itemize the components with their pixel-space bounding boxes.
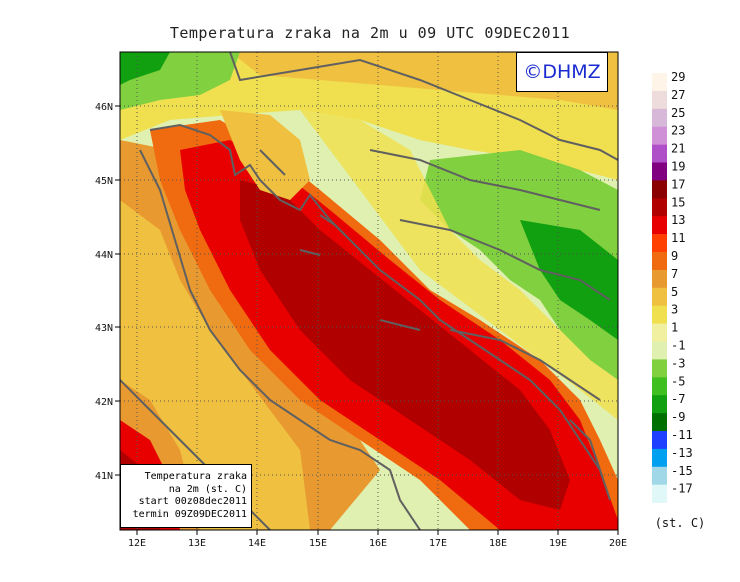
info-line: na 2m (st. C) [168, 483, 247, 495]
colorbar-label: 19 [671, 160, 685, 174]
colorbar-label: 23 [671, 124, 685, 138]
colorbar-swatch [652, 144, 667, 163]
colorbar-label: 3 [671, 303, 678, 317]
map-frame [119, 51, 619, 531]
colorbar-swatch [652, 73, 667, 92]
colorbar-swatch [652, 413, 667, 432]
colorbar-label: 13 [671, 213, 685, 227]
colorbar-swatch [652, 126, 667, 145]
colorbar-label: 27 [671, 88, 685, 102]
lat-tick: 44N [95, 250, 113, 261]
lon-tick: 16E [369, 538, 387, 549]
colorbar-label: 15 [671, 195, 685, 209]
colorbar-label: -13 [671, 446, 693, 460]
colorbar-swatch [652, 180, 667, 199]
colorbar-label: 1 [671, 321, 678, 335]
lat-tick: 41N [95, 471, 113, 482]
info-line: start 00z08dec2011 [138, 496, 247, 507]
colorbar-swatch [652, 466, 667, 485]
lat-tick: 45N [95, 176, 113, 187]
colorbar-swatch [652, 269, 667, 289]
colorbar-swatch [652, 484, 667, 503]
coast-yellow [300, 110, 618, 420]
colorbar-label: -3 [671, 356, 685, 370]
page-title: Temperatura zraka na 2m u 09 UTC 09DEC20… [169, 24, 571, 42]
colorbar-label: -11 [671, 428, 693, 442]
lon-tick: 15E [309, 538, 327, 549]
colorbar-label: -5 [671, 374, 685, 388]
colorbar: 29 27 25 23 21 19 17 15 13 11 9 7 5 3 1 -1 -3 -5 -7 -9 -11 -1… [652, 70, 693, 503]
colorbar-label: -17 [671, 482, 693, 496]
lat-tick: 46N [95, 102, 113, 113]
colorbar-swatch [652, 216, 667, 235]
colorbar-swatch [652, 395, 667, 414]
lon-tick: 17E [429, 538, 447, 549]
copyright-box: ©DHMZ [516, 52, 608, 92]
coastlines [120, 52, 618, 530]
colorbar-swatch [652, 431, 667, 450]
colorbar-swatch [652, 323, 667, 342]
lat-tick: 42N [95, 397, 113, 408]
lon-tick: 20E [609, 538, 627, 549]
colorbar-swatch [652, 108, 667, 127]
copyright-label: ©DHMZ [523, 61, 601, 83]
colorbar-label: 11 [671, 231, 685, 245]
alps-dark-green [120, 52, 170, 85]
colorbar-swatch [652, 198, 667, 217]
map-field [120, 52, 618, 530]
colorbar-swatch [652, 287, 667, 306]
colorbar-swatch [652, 305, 667, 324]
adriatic-darkred [240, 180, 570, 510]
info-line: termin 09Z09DEC2011 [132, 508, 247, 520]
lon-axis: 12E 13E 14E 15E 16E 17E 18E 19E 20E [128, 530, 627, 549]
colorbar-swatch [652, 234, 667, 253]
colorbar-label: 5 [671, 285, 678, 299]
colorbar-swatch [652, 162, 667, 181]
colorbar-label: 25 [671, 106, 685, 120]
bosnia-dark-green [520, 220, 618, 340]
grid-lines [120, 52, 618, 530]
lon-tick: 19E [549, 538, 567, 549]
lon-tick: 14E [248, 538, 266, 549]
colorbar-label: -15 [671, 464, 693, 478]
bosnia-green [420, 150, 618, 380]
info-box: Temperatura zraka na 2m (st. C) start 00… [120, 464, 252, 528]
colorbar-label: 29 [671, 70, 685, 84]
colorbar-label: -7 [671, 392, 685, 406]
lon-tick: 18E [489, 538, 507, 549]
lon-tick: 13E [188, 538, 206, 549]
colorbar-label: 17 [671, 177, 685, 191]
colorbar-swatch [652, 448, 667, 468]
colorbar-unit: (st. C) [655, 516, 706, 530]
colorbar-swatch [652, 377, 667, 396]
lon-tick: 12E [128, 538, 146, 549]
colorbar-label: 9 [671, 249, 678, 263]
colorbar-swatch [652, 359, 667, 378]
info-line: Temperatura zraka [144, 471, 247, 482]
colorbar-label: -1 [671, 339, 685, 353]
lat-axis: 46N 45N 44N 43N 42N 41N [95, 102, 120, 482]
lat-tick: 43N [95, 323, 113, 334]
colorbar-swatch [652, 341, 667, 360]
colorbar-label: 7 [671, 267, 678, 281]
colorbar-label: -9 [671, 410, 685, 424]
colorbar-label: 21 [671, 142, 685, 156]
colorbar-swatch [652, 252, 667, 271]
colorbar-swatch [652, 90, 667, 110]
